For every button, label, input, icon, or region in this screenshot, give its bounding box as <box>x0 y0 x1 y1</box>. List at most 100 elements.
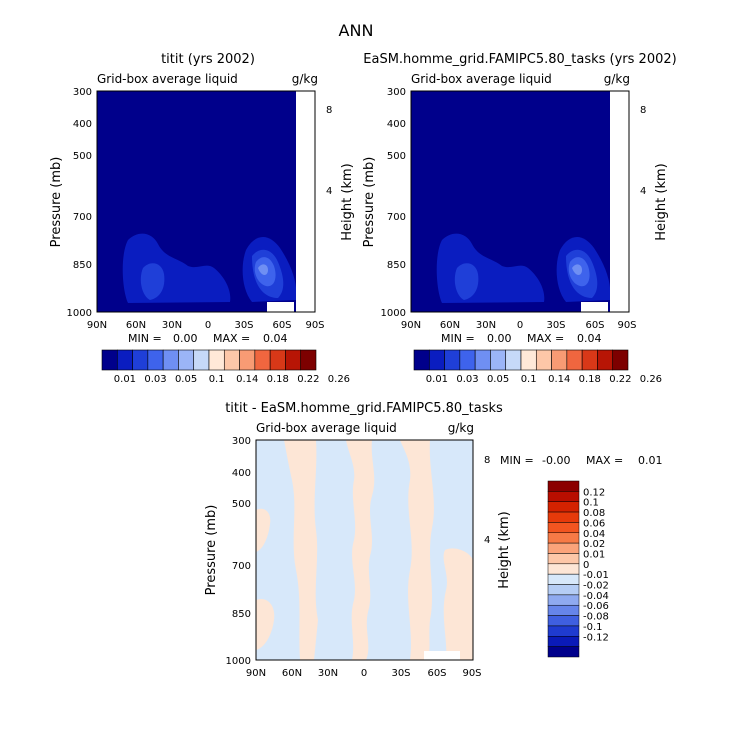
panel-3-ytick-right-4: 4 <box>484 535 490 546</box>
cbar3-label-11: -0.06 <box>583 601 609 612</box>
panel-1-ylabel-right: Height (km) <box>340 163 355 240</box>
cbar3-swatch-4 <box>547 522 580 534</box>
cbar3-swatch-14 <box>547 625 580 637</box>
panel-1-ytick-400: 400 <box>73 119 92 130</box>
panel-3-positive-region-2 <box>346 440 375 660</box>
panel-3-ylabel-right: Height (km) <box>497 511 512 588</box>
panel-1-xtick-30s: 30S <box>234 320 253 331</box>
cbar3-label-6: 0.01 <box>583 549 605 560</box>
cbar3-label-3: 0.06 <box>583 518 605 529</box>
panel-2-field <box>410 90 630 313</box>
cbar2-label-0: 0.01 <box>426 374 448 385</box>
cbar1-swatch-5 <box>178 349 195 371</box>
cbar1-swatch-7 <box>208 349 225 371</box>
cbar3-label-2: 0.08 <box>583 508 605 519</box>
panel-1-xtick-60n: 60N <box>126 320 146 331</box>
figure-title: ANN <box>339 21 374 40</box>
panel-2-colorbar-labels: 0.01 0.03 0.05 0.1 0.14 0.18 0.22 0.26 <box>426 374 662 385</box>
panel-1-ytick-1000: 1000 <box>67 308 92 319</box>
panel-3-ytick-850: 850 <box>232 609 251 620</box>
panel-2-y-ticks-right: 8 4 <box>640 105 646 197</box>
panel-2-xtick-30s: 30S <box>546 320 565 331</box>
panel-1-ytick-850: 850 <box>73 260 92 271</box>
panel-3-positive-region-4 <box>443 548 473 660</box>
cbar3-swatch-9 <box>547 573 580 585</box>
panel-3-xtick-30n: 30N <box>318 668 338 679</box>
panel-3-xtick-90n: 90N <box>246 668 266 679</box>
panel-2-ytick-850: 850 <box>387 260 406 271</box>
panel-3-ytick-700: 700 <box>232 561 251 572</box>
panel-1-xtick-30n: 30N <box>162 320 182 331</box>
panel-2-xtick-60s: 60S <box>585 320 604 331</box>
panel-3-ytick-400: 400 <box>232 468 251 479</box>
panel-1-ytick-300: 300 <box>73 87 92 98</box>
panel-1-title: titit (yrs 2002) <box>161 52 255 67</box>
cbar1-swatch-12 <box>285 349 302 371</box>
cbar2-swatch-5 <box>490 349 507 371</box>
panel-1-colorbar <box>101 349 317 371</box>
cbar3-label-4: 0.04 <box>583 529 605 540</box>
panel-3-minmax: MIN = -0.00 MAX = 0.01 <box>500 454 663 467</box>
panel-3: titit - EaSM.homme_grid.FAMIPC5.80_tasks… <box>204 401 663 679</box>
panel-3-missing-data <box>424 651 460 660</box>
panel-2: EaSM.homme_grid.FAMIPC5.80_tasks (yrs 20… <box>362 52 677 385</box>
cbar1-swatch-1 <box>116 349 133 371</box>
cbar2-swatch-11 <box>581 349 598 371</box>
cbar1-swatch-8 <box>223 349 240 371</box>
panel-3-ytick-right-8: 8 <box>484 455 490 466</box>
panel-3-max-value: 0.01 <box>638 454 663 467</box>
panel-3-positive-region-3 <box>400 440 434 660</box>
cbar2-label-6: 0.22 <box>609 374 631 385</box>
cbar3-swatch-2 <box>547 501 580 513</box>
panel-2-ytick-400: 400 <box>387 119 406 130</box>
cbar3-swatch-12 <box>547 604 580 616</box>
cbar1-label-0: 0.01 <box>114 374 136 385</box>
cbar3-swatch-3 <box>547 511 580 523</box>
panel-2-ytick-700: 700 <box>387 212 406 223</box>
panel-2-subtitle-left: Grid-box average liquid <box>411 72 552 86</box>
panel-2-xtick-90n: 90N <box>401 320 421 331</box>
cbar2-label-3: 0.1 <box>521 374 537 385</box>
cbar2-label-4: 0.14 <box>548 374 570 385</box>
panel-3-xtick-30s: 30S <box>391 668 410 679</box>
panel-3-subtitle-left: Grid-box average liquid <box>256 421 397 435</box>
panel-1-ytick-right-4: 4 <box>326 186 332 197</box>
cbar1-label-5: 0.18 <box>267 374 289 385</box>
cbar3-swatch-15 <box>547 636 580 647</box>
cbar3-swatch-0 <box>547 480 580 492</box>
cbar2-swatch-2 <box>444 349 461 371</box>
cbar2-swatch-8 <box>535 349 552 371</box>
panel-2-frame <box>410 90 630 313</box>
panel-3-xtick-60n: 60N <box>282 668 302 679</box>
cbar2-label-7: 0.26 <box>640 374 662 385</box>
panel-3-xtick-90s: 90S <box>462 668 481 679</box>
panel-2-ylabel: Pressure (mb) <box>362 157 377 248</box>
cbar2-swatch-12 <box>597 349 614 371</box>
cbar3-label-10: -0.04 <box>583 591 609 602</box>
cbar3-label-8: -0.01 <box>583 570 609 581</box>
panel-1-xtick-0: 0 <box>205 320 211 331</box>
panel-3-ytick-1000: 1000 <box>226 656 251 667</box>
panel-2-missing-right <box>610 91 629 312</box>
cbar3-label-0: 0.12 <box>583 487 605 498</box>
cbar2-swatch-6 <box>505 349 522 371</box>
panel-1-max-label: MAX = <box>213 332 250 345</box>
cbar2-label-1: 0.03 <box>456 374 478 385</box>
panel-1-y-ticks: 300 400 500 700 850 1000 <box>67 87 92 319</box>
panel-2-xtick-30n: 30N <box>476 320 496 331</box>
panel-2-ytick-300: 300 <box>387 87 406 98</box>
cbar3-label-13: -0.1 <box>583 622 603 633</box>
cbar2-swatch-4 <box>474 349 491 371</box>
cbar1-swatch-11 <box>269 349 286 371</box>
panel-1-frame <box>96 90 316 313</box>
cbar3-label-9: -0.02 <box>583 581 609 592</box>
cbar1-swatch-3 <box>147 349 164 371</box>
cbar1-swatch-4 <box>162 349 179 371</box>
panel-3-positive-region-5 <box>256 508 271 552</box>
cbar3-swatch-11 <box>547 594 580 606</box>
cbar3-swatch-13 <box>547 615 580 627</box>
panel-2-xtick-0: 0 <box>517 320 523 331</box>
panel-3-x-ticks: 90N 60N 30N 0 30S 60S 90S <box>246 668 482 679</box>
panel-3-y-ticks-right: 8 4 <box>484 455 490 546</box>
cbar3-label-7: 0 <box>583 560 589 571</box>
